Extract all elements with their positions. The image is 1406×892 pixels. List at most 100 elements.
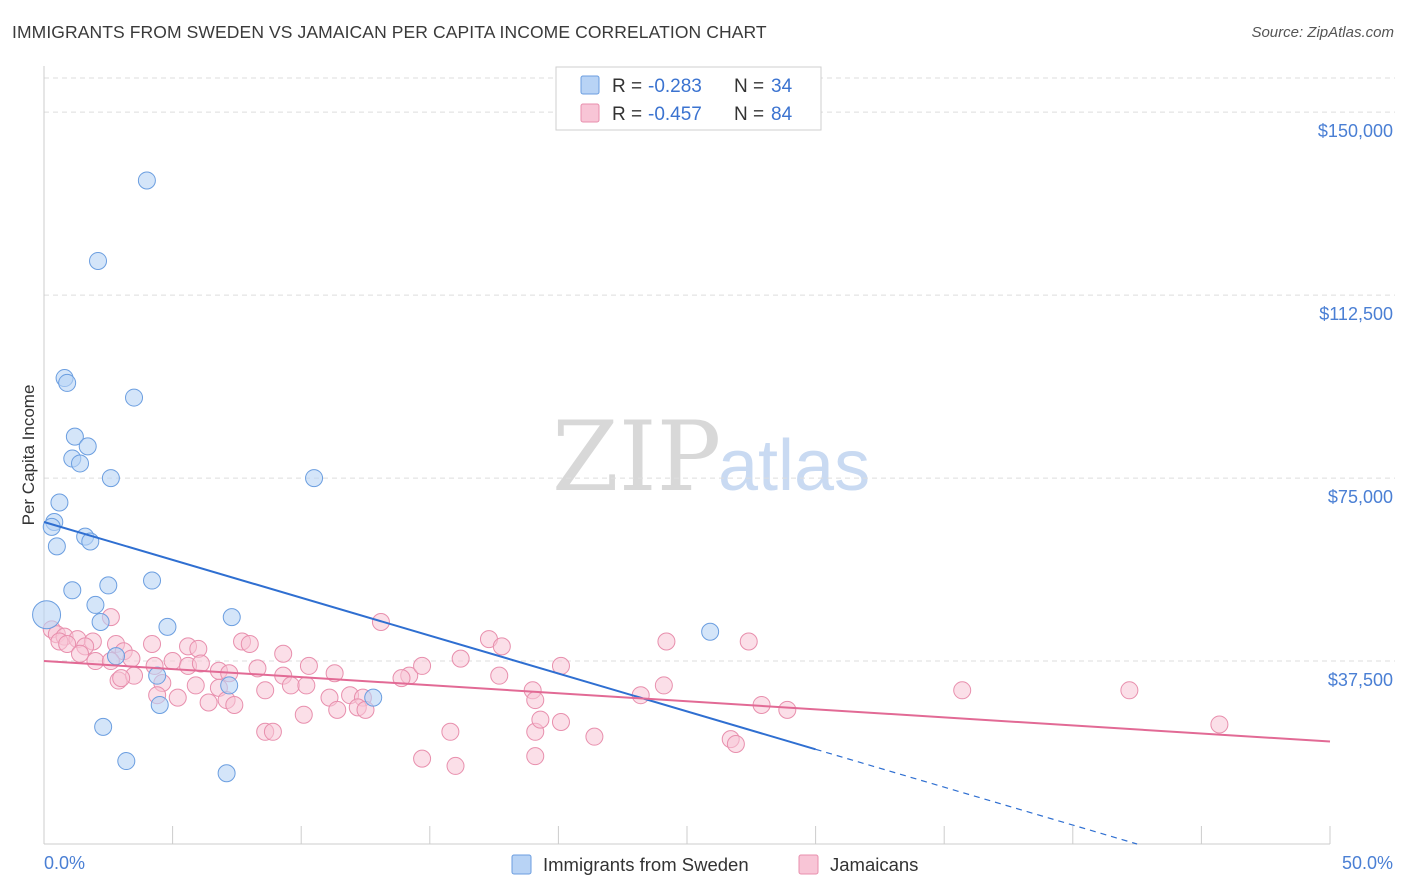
watermark-atlas: atlas [718, 426, 870, 506]
data-point-jamaicans [526, 691, 545, 710]
data-point-jamaicans [274, 644, 293, 663]
data-point-jamaicans [778, 700, 797, 719]
bottom-legend: Immigrants from Sweden Jamaicans [511, 854, 918, 875]
data-point-jamaicans [122, 649, 141, 668]
data-point-jamaicans [328, 700, 347, 719]
data-point-sweden [78, 437, 97, 456]
data-point-jamaicans [189, 639, 208, 658]
data-point-jamaicans [953, 681, 972, 700]
data-point-jamaicans [71, 644, 90, 663]
data-point-jamaicans [654, 676, 673, 695]
data-point-sweden [89, 251, 108, 270]
data-point-jamaicans [325, 664, 344, 683]
data-point-jamaicans [1120, 681, 1139, 700]
data-point-sweden [143, 571, 162, 590]
data-point-sweden [101, 469, 120, 488]
data-point-sweden [58, 373, 77, 392]
legend-n-label-2: N = [734, 104, 764, 125]
data-point-jamaicans [726, 734, 745, 753]
data-point-jamaicans [490, 666, 509, 685]
data-point-sweden [117, 752, 136, 771]
data-point-sweden [148, 666, 167, 685]
data-point-sweden [71, 454, 90, 473]
data-point-sweden [86, 595, 105, 614]
legend-n-label-1: N = [734, 76, 764, 97]
data-point-jamaicans [299, 656, 318, 675]
data-point-sweden [222, 608, 241, 627]
data-point-sweden [364, 688, 383, 707]
legend-r-value-1: -0.283 [648, 76, 702, 97]
data-point-jamaicans [240, 634, 259, 653]
x-tick-label-max: 50.0% [1342, 853, 1393, 873]
data-point-sweden [125, 388, 144, 407]
data-point-jamaicans [657, 632, 676, 651]
data-point-sweden [91, 613, 110, 632]
chart-title: IMMIGRANTS FROM SWEDEN VS JAMAICAN PER C… [12, 22, 767, 42]
legend-n-value-1: 34 [771, 76, 793, 97]
trend-line-sweden-extrapolated [815, 748, 1138, 845]
data-point-jamaicans [585, 727, 604, 746]
y-tick-label: $112,500 [1319, 304, 1393, 324]
data-point-sweden [65, 427, 84, 446]
legend-r-label-1: R = [612, 76, 642, 97]
y-tick-label: $150,000 [1318, 121, 1393, 141]
data-point-sweden [158, 617, 177, 636]
trend-line-sweden [43, 521, 816, 751]
legend-box [555, 66, 822, 131]
data-point-jamaicans [413, 749, 432, 768]
data-point-sweden [50, 493, 69, 512]
data-point-sweden [107, 647, 126, 666]
data-point-jamaicans [413, 656, 432, 675]
y-tick-label: $75,000 [1328, 487, 1393, 507]
bottom-legend-label-jamaicans: Jamaicans [830, 854, 918, 875]
data-point-jamaicans [526, 747, 545, 766]
bottom-legend-label-sweden: Immigrants from Sweden [543, 854, 749, 875]
data-point-jamaicans [256, 681, 275, 700]
data-point-jamaicans [186, 676, 205, 695]
trend-line-jamaicans [43, 660, 1331, 743]
legend: R = -0.283 N = 34 R = -0.457 N = 84 [555, 66, 822, 131]
data-point-sweden [220, 676, 239, 695]
data-point-jamaicans [168, 688, 187, 707]
y-axis-label: Per Capita Income [19, 385, 38, 526]
data-point-sweden [305, 469, 324, 488]
y-tick-label: $37,500 [1328, 670, 1393, 690]
data-point-jamaicans [163, 652, 182, 671]
data-point-jamaicans [531, 710, 550, 729]
series-immigrants-from-sweden [32, 171, 720, 783]
data-point-jamaicans [294, 705, 313, 724]
data-point-jamaicans [86, 652, 105, 671]
data-point-jamaicans [263, 722, 282, 741]
data-point-jamaicans [112, 669, 131, 688]
data-point-sweden [217, 764, 236, 783]
data-point-jamaicans [281, 676, 300, 695]
data-point-jamaicans [451, 649, 470, 668]
data-point-jamaicans [1210, 715, 1229, 734]
gridlines [44, 77, 1395, 662]
legend-r-value-2: -0.457 [648, 104, 702, 125]
axes [43, 66, 1331, 845]
bottom-legend-swatch-sweden [511, 854, 532, 875]
data-point-sweden [63, 581, 82, 600]
data-point-jamaicans [492, 637, 511, 656]
data-point-sweden [94, 717, 113, 736]
data-point-jamaicans [248, 659, 267, 678]
y-tick-labels: $37,500 $75,000 $112,500 $150,000 [1318, 121, 1393, 690]
data-point-jamaicans [446, 756, 465, 775]
data-point-jamaicans [297, 676, 316, 695]
data-point-jamaicans [225, 695, 244, 714]
data-point-jamaicans [58, 634, 77, 653]
watermark-zip: ZIP [552, 401, 721, 513]
legend-swatch-pink [580, 103, 600, 123]
data-point-jamaicans [441, 722, 460, 741]
data-point-sweden [137, 171, 156, 190]
data-point-jamaicans [199, 693, 218, 712]
data-point-jamaicans [551, 713, 570, 732]
legend-n-value-2: 84 [771, 104, 793, 125]
legend-r-label-2: R = [612, 104, 642, 125]
series-jamaicans [42, 608, 1229, 775]
data-point-sweden [32, 600, 62, 630]
data-point-sweden [150, 695, 169, 714]
data-point-jamaicans [191, 654, 210, 673]
